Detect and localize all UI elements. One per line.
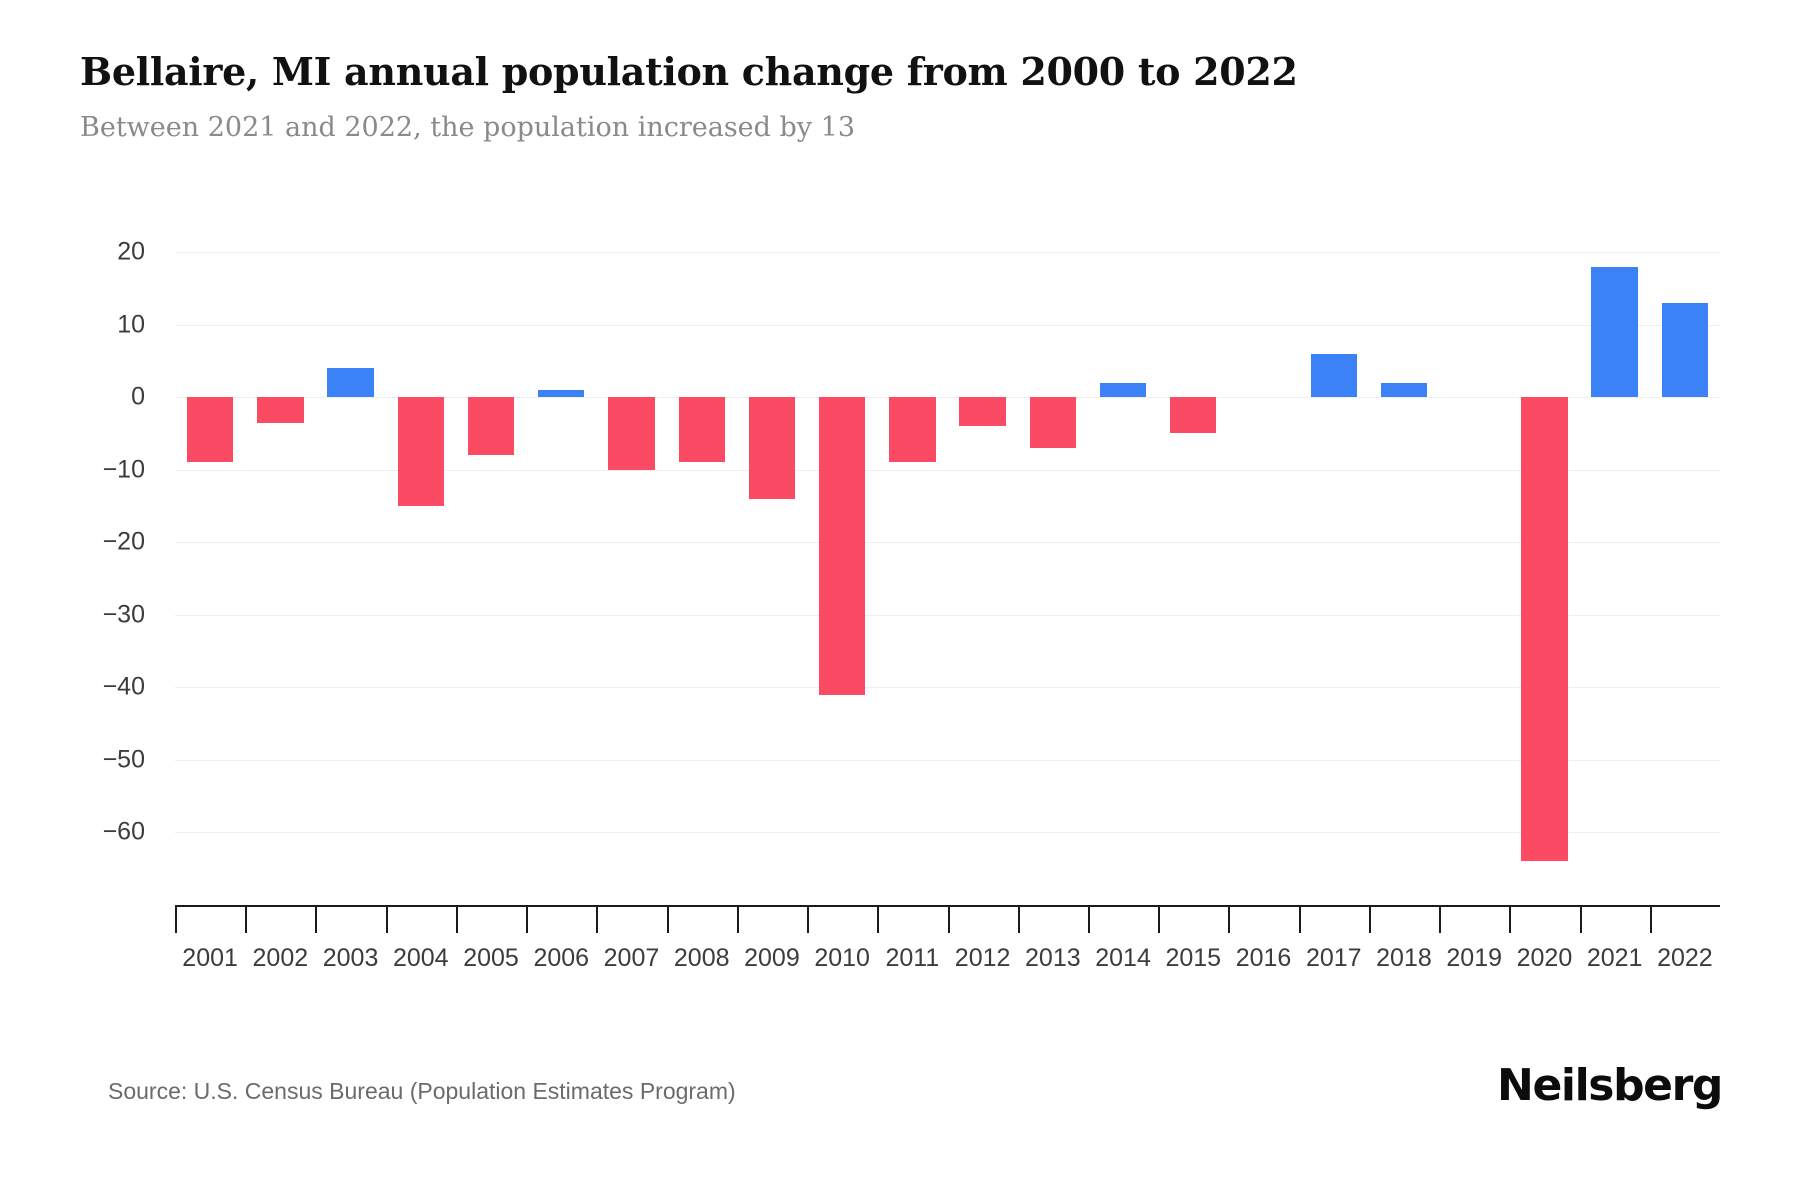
x-tick xyxy=(807,907,810,933)
bar-2022[interactable] xyxy=(1661,302,1709,398)
x-tick-label: 2015 xyxy=(1165,944,1222,972)
bar-2012[interactable] xyxy=(959,397,1006,427)
x-tick xyxy=(1087,907,1090,933)
x-tick-label: 2006 xyxy=(533,944,590,972)
y-tick-label: 10 xyxy=(117,310,145,339)
gridline xyxy=(175,542,1720,544)
x-tick-label: 2017 xyxy=(1305,944,1362,972)
x-tick xyxy=(175,907,177,933)
x-tick xyxy=(1017,907,1020,933)
gridline xyxy=(175,397,1720,399)
bar-2020[interactable] xyxy=(1521,397,1568,862)
x-tick xyxy=(315,907,318,933)
x-tick-label: 2022 xyxy=(1657,944,1713,972)
y-tick-label: 0 xyxy=(131,382,145,411)
x-tick-label: 2003 xyxy=(322,944,379,972)
x-tick xyxy=(736,907,739,933)
x-axis-ticks xyxy=(175,907,1720,933)
bar-2008[interactable] xyxy=(678,397,725,463)
x-tick-label: 2012 xyxy=(954,944,1011,972)
chart-subtitle: Between 2021 and 2022, the population in… xyxy=(80,112,855,143)
y-tick-label: −10 xyxy=(102,455,145,484)
bar-2003[interactable] xyxy=(327,368,374,398)
bar-2013[interactable] xyxy=(1029,397,1076,448)
x-tick-label: 2021 xyxy=(1586,944,1643,972)
x-tick xyxy=(385,907,388,933)
x-tick-label: 2019 xyxy=(1446,944,1503,972)
y-tick-label: −50 xyxy=(102,745,145,774)
x-tick-label: 2001 xyxy=(182,944,238,972)
x-tick xyxy=(666,907,669,933)
bar-2015[interactable] xyxy=(1170,397,1217,434)
x-tick-label: 2007 xyxy=(603,944,660,972)
x-tick xyxy=(596,907,599,933)
bar-2021[interactable] xyxy=(1591,266,1638,398)
chart-header: Bellaire, MI annual population change fr… xyxy=(80,48,1720,146)
bar-2011[interactable] xyxy=(889,397,936,463)
x-tick xyxy=(1579,907,1582,933)
bar-2009[interactable] xyxy=(748,397,796,499)
bar-2004[interactable] xyxy=(397,397,444,506)
x-tick xyxy=(877,907,880,933)
y-tick-label: −30 xyxy=(102,600,145,629)
x-tick xyxy=(1509,907,1512,933)
bar-2002[interactable] xyxy=(257,397,304,423)
bar-2017[interactable] xyxy=(1310,353,1357,398)
x-tick-label: 2014 xyxy=(1095,944,1151,972)
y-tick-label: −20 xyxy=(102,527,145,556)
x-tick xyxy=(1158,907,1161,933)
x-tick-label: 2010 xyxy=(814,944,870,972)
gridline xyxy=(175,469,1720,471)
bar-series xyxy=(175,252,1720,905)
bar-2018[interactable] xyxy=(1380,382,1428,398)
gridline xyxy=(175,614,1720,616)
x-tick xyxy=(455,907,458,933)
x-tick-label: 2005 xyxy=(463,944,519,972)
gridline xyxy=(175,832,1720,834)
x-axis-line xyxy=(175,905,1720,907)
x-tick xyxy=(947,907,950,933)
y-tick-label: −60 xyxy=(102,817,145,846)
bar-2007[interactable] xyxy=(608,397,655,470)
x-tick xyxy=(1368,907,1371,933)
y-axis-tick-labels: 20 10 0 −10 −20 −30 −40 −50 −60 xyxy=(0,238,145,905)
x-tick xyxy=(1228,907,1231,933)
gridline xyxy=(175,687,1720,689)
plot-area xyxy=(175,252,1720,905)
x-tick xyxy=(526,907,529,933)
x-tick-label: 2008 xyxy=(673,944,730,972)
x-tick-label: 2020 xyxy=(1516,944,1573,972)
x-tick-label: 2013 xyxy=(1025,944,1081,972)
x-tick-label: 2004 xyxy=(392,944,449,972)
x-tick-label: 2009 xyxy=(744,944,800,972)
x-tick xyxy=(1298,907,1301,933)
bar-2014[interactable] xyxy=(1099,382,1147,398)
gridline xyxy=(175,252,1720,253)
gridline xyxy=(175,759,1720,761)
x-tick xyxy=(245,907,248,933)
bar-2006[interactable] xyxy=(538,389,585,398)
x-tick-label: 2016 xyxy=(1235,944,1292,972)
x-axis-tick-labels: 2001 2002 2003 2004 2005 2006 2007 2008 2009 2010… xyxy=(175,944,1720,980)
y-tick-label: −40 xyxy=(102,672,145,701)
brand-logo: Neilsberg xyxy=(1497,1060,1723,1111)
bar-2010[interactable] xyxy=(818,397,866,695)
x-tick-label: 2002 xyxy=(252,944,309,972)
x-tick-label: 2011 xyxy=(885,944,940,972)
page-title: Bellaire, MI annual population change fr… xyxy=(80,49,1298,94)
y-tick-label: 20 xyxy=(117,237,145,266)
gridline xyxy=(175,324,1720,326)
source-note: Source: U.S. Census Bureau (Population E… xyxy=(108,1078,736,1104)
bar-2001[interactable] xyxy=(186,397,234,463)
bar-2005[interactable] xyxy=(467,397,515,456)
x-tick xyxy=(1439,907,1442,933)
x-tick xyxy=(1649,907,1652,933)
x-tick-label: 2018 xyxy=(1376,944,1432,972)
